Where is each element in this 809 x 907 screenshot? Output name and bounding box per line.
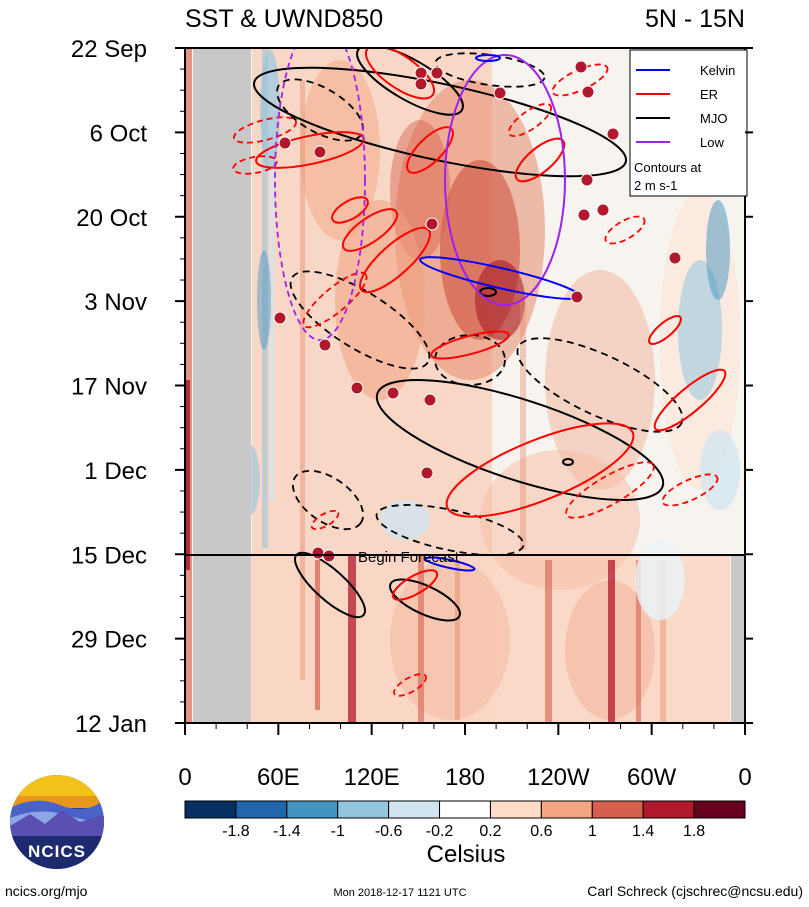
colorbar-tick-label: -1.8 — [222, 823, 250, 840]
land-mask-africa — [193, 48, 251, 723]
y-tick-label: 6 Oct — [90, 120, 148, 147]
y-tick-label: 20 Oct — [76, 205, 147, 232]
colorbar-tick-label: -1.4 — [273, 823, 301, 840]
colorbar: -1.8 -1.4 -1 -0.6 -0.2 0.2 0.6 1 1.4 1.8 — [184, 800, 746, 840]
colorbar-tick-label: -1 — [331, 823, 345, 840]
colorbar-swatch — [540, 800, 593, 819]
colorbar-swatch — [642, 800, 695, 819]
legend-label-kelvin: Kelvin — [700, 63, 735, 78]
legend-label-er: ER — [700, 87, 718, 102]
cyclone-markers — [273, 60, 682, 563]
x-axis: 0 60E 120E 180 120W 60W 0 — [178, 723, 752, 791]
chart-subtitle: 5N - 15N — [645, 5, 745, 33]
low-contours — [444, 54, 566, 306]
x-tick-label: 60E — [257, 764, 300, 791]
ncics-logo: NCICS — [10, 775, 104, 869]
colorbar-swatch — [591, 800, 644, 819]
colorbar-tick-label: 1.4 — [632, 823, 654, 840]
y-tick-label: 12 Jan — [75, 711, 147, 738]
forecast-label: Begin Forecast — [358, 549, 460, 566]
low-contours-negative — [274, 48, 366, 341]
x-tick-label: 120W — [527, 764, 590, 791]
y-tick-label: 1 Dec — [84, 458, 147, 485]
colorbar-tick-label: -0.2 — [426, 823, 454, 840]
x-tick-label: 0 — [738, 764, 751, 791]
legend: Kelvin ER MJO Low Contours at 2 m s-1 — [629, 49, 748, 197]
legend-box — [629, 49, 748, 197]
colorbar-swatch — [184, 800, 237, 819]
sst-cool-field — [240, 50, 740, 620]
x-tick-label: 0 — [178, 764, 191, 791]
land-mask-americas — [731, 555, 745, 723]
colorbar-swatch — [693, 800, 746, 819]
legend-note-line1: Contours at — [634, 160, 702, 175]
x-tick-label: 180 — [445, 764, 485, 791]
er-contours-negative — [232, 63, 729, 697]
colorbar-swatch — [286, 800, 339, 819]
mjo-contours-negative — [276, 52, 684, 556]
colorbar-tick-label: 0.2 — [479, 823, 501, 840]
mjo-contours — [252, 48, 665, 622]
y-tick-label: 17 Nov — [71, 374, 147, 401]
y-tick-label: 22 Sep — [71, 36, 147, 63]
legend-note-line2: 2 m s-1 — [634, 178, 677, 193]
y-tick-label: 29 Dec — [71, 627, 147, 654]
colorbar-tick-label: -0.6 — [375, 823, 403, 840]
logo-text: NCICS — [28, 842, 86, 861]
legend-label-mjo: MJO — [700, 111, 727, 126]
footer-timestamp: Mon 2018-12-17 1121 UTC — [333, 887, 466, 899]
footer-url: ncics.org/mjo — [5, 883, 88, 899]
colorbar-swatch — [439, 800, 491, 819]
chart-title: SST & UWND850 — [185, 5, 383, 33]
colorbar-swatch — [235, 800, 288, 819]
colorbar-swatch — [388, 800, 441, 819]
legend-label-low: Low — [700, 135, 724, 150]
footer-credit: Carl Schreck (cjschrec@ncsu.edu) — [587, 883, 803, 899]
y-tick-label: 15 Dec — [71, 542, 147, 569]
colorbar-swatch — [489, 800, 542, 819]
colorbar-tick-label: 1 — [588, 823, 597, 840]
colorbar-tick-label: 0.6 — [530, 823, 552, 840]
colorbar-label: Celsius — [427, 841, 506, 868]
x-tick-label: 60W — [627, 764, 677, 791]
y-tick-label: 3 Nov — [84, 289, 147, 316]
colorbar-tick-label: 1.8 — [683, 823, 705, 840]
colorbar-swatch — [337, 800, 390, 819]
y-axis: 22 Sep 6 Oct 20 Oct 3 Nov 17 Nov 1 Dec 15 Dec 2… — [71, 36, 753, 738]
sst-streaks — [185, 48, 666, 723]
x-tick-label: 120E — [344, 764, 400, 791]
